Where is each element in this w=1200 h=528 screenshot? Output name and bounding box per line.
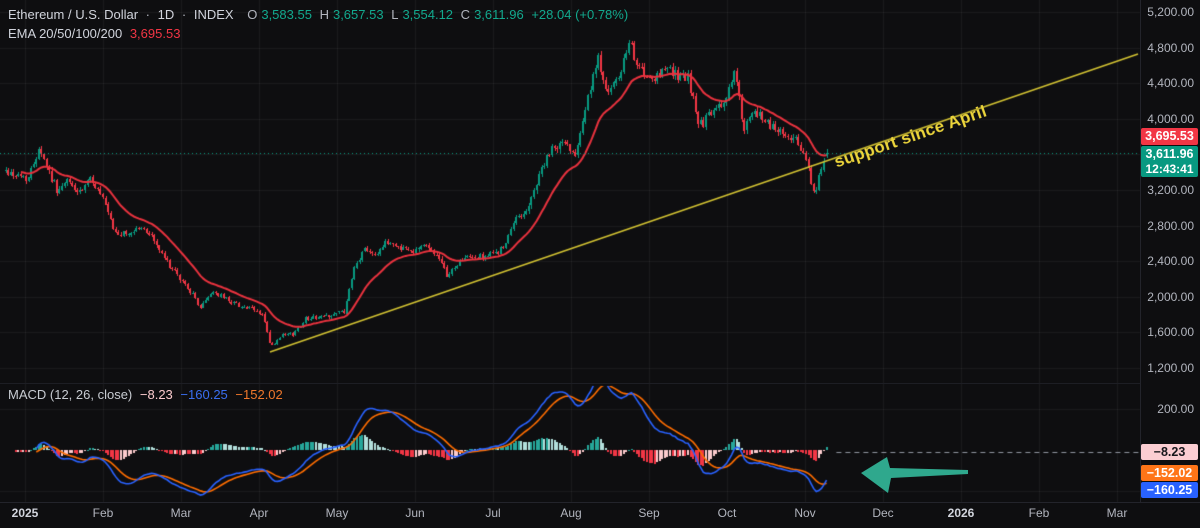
close-label: C <box>460 7 471 22</box>
price-tick-label: 5,200.00 <box>1147 5 1194 19</box>
price-tick-label: 1,600.00 <box>1147 325 1194 340</box>
bar-countdown: 12:43:41 <box>1145 162 1194 176</box>
time-tick-label: Jun <box>405 506 425 520</box>
time-tick-label: Sep <box>638 506 660 520</box>
time-tick-label: May <box>325 506 349 520</box>
time-tick-label: Aug <box>560 506 582 520</box>
macd-legend-label[interactable]: MACD (12, 26, close) <box>8 387 133 402</box>
macd-hist-value: −8.23 <box>139 387 173 402</box>
time-axis-border <box>0 502 1200 503</box>
macd-line-value: −160.25 <box>180 387 228 402</box>
separator-dot: · <box>181 7 187 22</box>
macd-tick-label: 200.00 <box>1157 402 1194 416</box>
ema-legend: EMA 20/50/100/200 3,695.53 <box>8 26 184 41</box>
price-tick-label: 4,800.00 <box>1147 40 1194 55</box>
time-tick-label: Jul <box>485 506 501 520</box>
time-tick-label: Dec <box>872 506 894 520</box>
change-value: +28.04 (+0.78%) <box>531 7 629 22</box>
separator-dot: · <box>145 7 151 22</box>
ema-price-badge: 3,695.53 <box>1141 128 1198 145</box>
macd-signal-value: −152.02 <box>235 387 283 402</box>
high-value: 3,657.53 <box>332 7 384 22</box>
time-tick-label: Apr <box>249 506 269 520</box>
time-tick-label: Oct <box>717 506 737 520</box>
interval-label[interactable]: 1D <box>157 7 175 22</box>
ema-legend-label[interactable]: EMA 20/50/100/200 <box>8 26 123 41</box>
last-price-value: 3,611.96 <box>1145 147 1194 161</box>
last-price-badge: 3,611.96 12:43:41 <box>1141 146 1198 177</box>
symbol-legend: Ethereum / U.S. Dollar · 1D · INDEX O 3,5… <box>8 7 632 22</box>
symbol-title[interactable]: Ethereum / U.S. Dollar <box>8 7 139 22</box>
pane-divider[interactable] <box>0 383 1140 384</box>
price-tick-label: 2,400.00 <box>1147 254 1194 269</box>
macd-line-badge: −160.25 <box>1141 482 1198 498</box>
high-label: H <box>319 7 329 22</box>
time-tick-label: 2026 <box>947 506 975 520</box>
price-tick-label: 4,000.00 <box>1147 111 1194 126</box>
price-axis-border <box>1140 0 1141 502</box>
price-tick-label: 1,200.00 <box>1147 361 1194 375</box>
low-value: 3,554.12 <box>402 7 454 22</box>
price-tick-label: 4,400.00 <box>1147 76 1194 91</box>
ema-legend-value: 3,695.53 <box>129 26 181 41</box>
time-tick-label: Mar <box>1106 506 1128 520</box>
time-tick-label: Feb <box>1028 506 1050 520</box>
price-tick-label: 2,800.00 <box>1147 218 1194 233</box>
time-tick-label: Mar <box>170 506 192 520</box>
time-tick-label: Nov <box>794 506 816 520</box>
macd-legend: MACD (12, 26, close) −8.23 −160.25 −152.… <box>8 387 287 402</box>
macd-hist-badge: −8.23 <box>1141 444 1198 460</box>
low-label: L <box>391 7 399 22</box>
price-tick-label: 3,200.00 <box>1147 183 1194 197</box>
exchange-label[interactable]: INDEX <box>193 7 234 22</box>
time-tick-label: 2025 <box>11 506 39 520</box>
open-label: O <box>247 7 258 22</box>
close-value: 3,611.96 <box>474 7 524 22</box>
open-value: 3,583.55 <box>261 7 312 22</box>
time-tick-label: Feb <box>92 506 114 520</box>
price-tick-label: 2,000.00 <box>1147 289 1194 304</box>
left-arrow-annotation[interactable] <box>845 443 985 503</box>
macd-signal-badge: −152.02 <box>1141 465 1198 481</box>
